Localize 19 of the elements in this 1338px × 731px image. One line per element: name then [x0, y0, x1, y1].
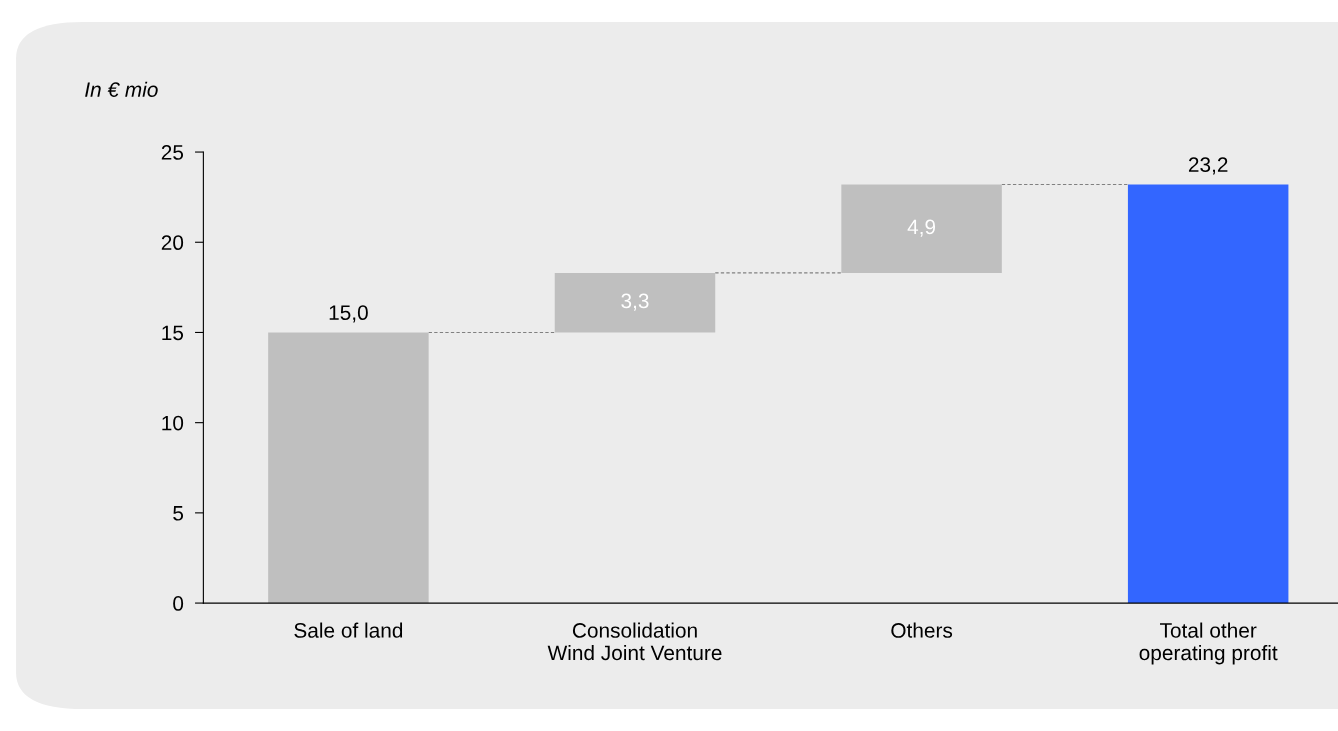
y-tick-label: 25 — [161, 145, 184, 160]
y-tick-label: 5 — [173, 506, 184, 521]
data-label: 15,0 — [329, 305, 368, 323]
x-tick-label: Total other operating profit — [1139, 622, 1278, 665]
bar — [268, 332, 429, 604]
data-label: 3,3 — [621, 293, 649, 311]
x-tick-label: Others — [891, 622, 953, 638]
x-tick-label: Sale of land — [294, 622, 403, 638]
x-tick-label: Consolidation Wind Joint Venture — [547, 622, 722, 661]
bar — [554, 272, 716, 333]
bar — [841, 184, 1002, 273]
y-axis-title: In € mio — [85, 81, 158, 97]
data-label: 4,9 — [907, 219, 936, 237]
bar — [1127, 184, 1289, 604]
data-label: 23,2 — [1188, 157, 1228, 175]
y-tick-label: 15 — [162, 325, 184, 341]
y-tick-label: 10 — [162, 415, 184, 431]
y-tick-label: 20 — [161, 235, 184, 251]
y-tick-label: 0 — [173, 596, 184, 611]
